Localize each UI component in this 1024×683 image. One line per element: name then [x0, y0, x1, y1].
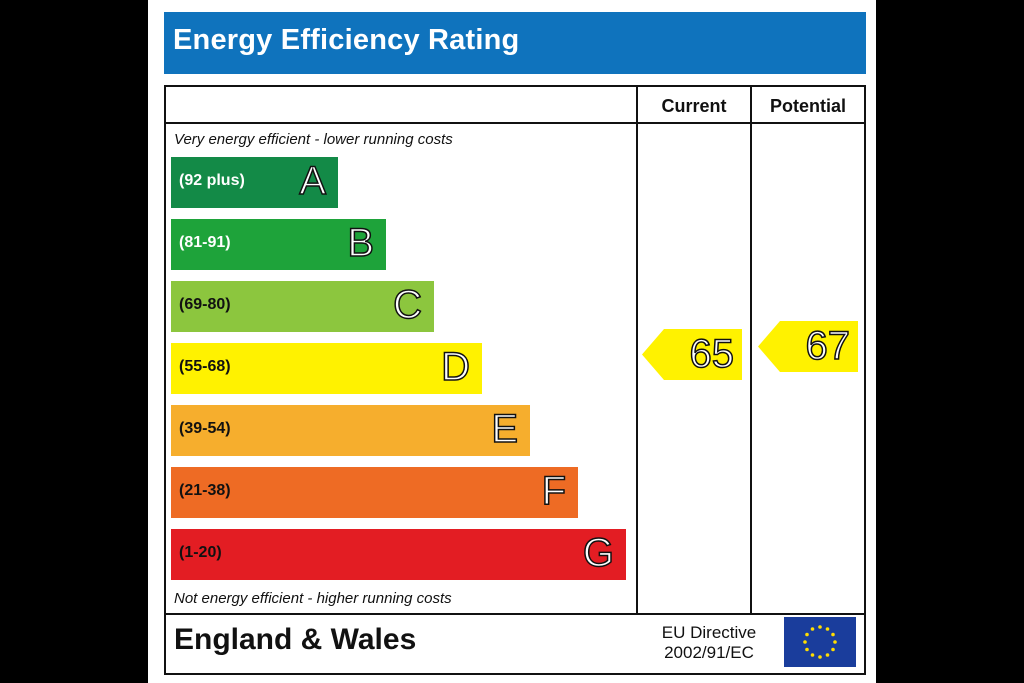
eu-star	[831, 647, 835, 652]
current-rating-value: 65	[689, 331, 735, 377]
eu-star	[805, 647, 809, 652]
band-letter: G	[582, 530, 615, 576]
potential-arrow-shape	[758, 321, 858, 372]
eu-star	[833, 640, 837, 644]
current-arrow-shape	[642, 329, 742, 380]
band-range-label: (1-20)	[179, 544, 222, 561]
eu-flag-icon	[784, 617, 856, 667]
band-range-label: (55-68)	[179, 358, 231, 375]
eu-stars	[803, 625, 837, 659]
band-c: (69-80) C	[171, 281, 434, 332]
title-bar: Energy Efficiency Rating	[164, 12, 866, 74]
divider-potential	[750, 87, 752, 613]
eu-star	[810, 627, 815, 631]
eu-star	[825, 627, 830, 631]
directive-line-1: EU Directive	[661, 623, 757, 642]
band-range-label: (92 plus)	[179, 172, 245, 189]
eu-star	[825, 653, 830, 657]
eu-star	[818, 655, 822, 659]
directive-line-2: 2002/91/EC	[664, 643, 754, 662]
band-b: (81-91) B	[171, 219, 386, 270]
band-d: (55-68) D	[171, 343, 482, 394]
eu-star	[805, 632, 809, 637]
band-letter: B	[347, 220, 375, 266]
column-header-current: Current	[661, 96, 727, 116]
band-range-label: (39-54)	[179, 420, 231, 437]
band-letter: D	[440, 344, 470, 390]
eu-star	[831, 632, 835, 637]
eu-star	[818, 625, 822, 629]
header-divider	[166, 122, 864, 124]
column-header-potential: Potential	[769, 96, 846, 116]
band-letter: F	[541, 468, 567, 514]
band-e: (39-54) E	[171, 405, 530, 456]
band-f: (21-38) F	[171, 467, 578, 518]
band-letter: A	[299, 158, 327, 204]
epc-card: Energy Efficiency Rating Current Potenti…	[148, 0, 876, 683]
band-g: (1-20) G	[171, 529, 626, 580]
band-range-label: (81-91)	[179, 234, 231, 251]
eu-directive-label: EU Directive 2002/91/EC	[654, 623, 764, 663]
footer-divider	[166, 613, 864, 615]
current-rating-arrow: 65	[642, 329, 742, 380]
band-letter: E	[491, 406, 519, 452]
divider-current	[636, 87, 638, 613]
potential-rating-value: 67	[805, 323, 851, 369]
region-label: England & Wales	[174, 623, 417, 656]
note-inefficient: Not energy efficient - higher running co…	[174, 590, 452, 607]
chart-title: Energy Efficiency Rating	[173, 24, 520, 56]
rating-table: Current Potential Very energy efficient …	[164, 85, 866, 675]
band-range-label: (69-80)	[179, 296, 231, 313]
band-range-label: (21-38)	[179, 482, 231, 499]
note-efficient: Very energy efficient - lower running co…	[174, 131, 453, 148]
eu-star	[810, 653, 815, 657]
band-a: (92 plus) A	[171, 157, 338, 208]
potential-rating-arrow: 67	[758, 321, 858, 372]
eu-star	[803, 640, 807, 644]
band-letter: C	[392, 282, 422, 328]
